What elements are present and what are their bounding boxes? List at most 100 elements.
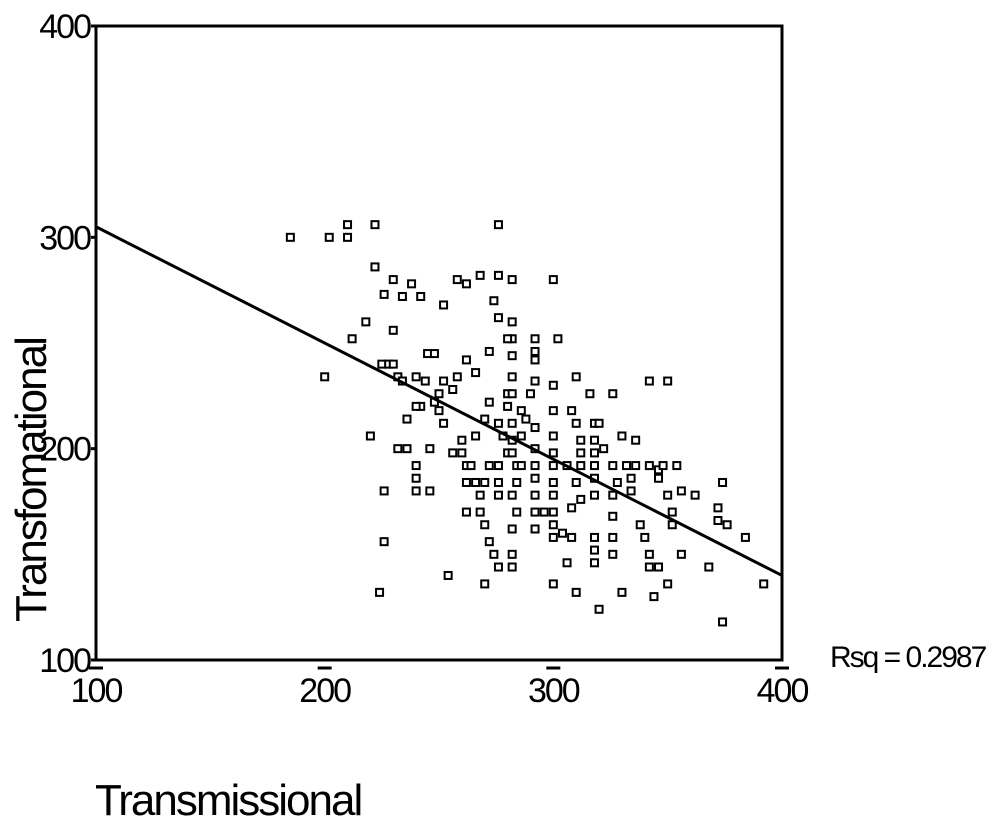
data-point [420, 376, 430, 386]
data-point [484, 461, 494, 471]
data-point [416, 292, 426, 302]
data-point [320, 372, 330, 382]
data-point [397, 292, 407, 302]
data-point [548, 579, 558, 589]
data-point [285, 232, 295, 242]
data-point [461, 477, 471, 487]
data-point [576, 435, 586, 445]
data-point [663, 490, 673, 500]
data-point [571, 477, 581, 487]
data-point [493, 562, 503, 572]
data-point [521, 414, 531, 424]
data-point [557, 528, 567, 538]
data-point [507, 372, 517, 382]
data-point [626, 473, 636, 483]
data-point [608, 549, 618, 559]
data-point [576, 494, 586, 504]
data-point [461, 355, 471, 365]
data-point [411, 473, 421, 483]
y-axis-title: Transfomational [7, 338, 56, 622]
data-point [654, 473, 664, 483]
data-point [672, 461, 682, 471]
data-point [530, 376, 540, 386]
data-point [548, 275, 558, 285]
data-point [525, 389, 535, 399]
data-point [548, 477, 558, 487]
data-point [425, 444, 435, 454]
data-point [379, 289, 389, 299]
data-point [503, 334, 513, 344]
data-point [589, 545, 599, 555]
data-point [649, 592, 659, 602]
axes [89, 24, 789, 670]
data-point [361, 317, 371, 327]
data-point [448, 384, 458, 394]
data-point [411, 372, 421, 382]
data-point [690, 490, 700, 500]
data-point [548, 461, 558, 471]
data-point [457, 448, 467, 458]
data-point [370, 262, 380, 272]
data-point [493, 313, 503, 323]
fit-line [95, 225, 783, 577]
data-point [375, 587, 385, 597]
fit-line-group [95, 225, 783, 577]
data-point [466, 461, 476, 471]
data-point [379, 486, 389, 496]
data-point [658, 461, 668, 471]
data-point [452, 275, 462, 285]
data-point [388, 359, 398, 369]
data-point [571, 587, 581, 597]
data-point [489, 549, 499, 559]
data-point [548, 532, 558, 542]
data-point [640, 532, 650, 542]
data-point [475, 490, 485, 500]
data-point [608, 490, 618, 500]
data-point [507, 317, 517, 327]
data-point [589, 448, 599, 458]
data-point [567, 503, 577, 513]
data-point [388, 275, 398, 285]
data-point [475, 507, 485, 517]
data-point [324, 232, 334, 242]
data-point [407, 279, 417, 289]
data-point [576, 461, 586, 471]
data-point [480, 520, 490, 530]
data-point [452, 372, 462, 382]
data-point [443, 570, 453, 580]
data-point [562, 558, 572, 568]
data-point [667, 507, 677, 517]
x-tick-label: 400 [757, 672, 809, 710]
points [285, 220, 769, 627]
data-point [448, 448, 458, 458]
data-point [388, 325, 398, 335]
data-point [516, 431, 526, 441]
data-point [493, 220, 503, 230]
data-point [553, 334, 563, 344]
data-point [644, 562, 654, 572]
data-point [493, 270, 503, 280]
data-point [439, 376, 449, 386]
labels: 100 200 300 400 100 200 300 400 [39, 8, 810, 710]
data-point [471, 368, 481, 378]
data-point [439, 300, 449, 310]
data-point [493, 477, 503, 487]
data-point [507, 389, 517, 399]
data-point [402, 444, 412, 454]
data-point [480, 579, 490, 589]
data-point [379, 537, 389, 547]
data-point [484, 397, 494, 407]
plot-frame [94, 24, 784, 662]
x-axis-title: Transmissional [95, 776, 361, 820]
data-point [718, 477, 728, 487]
data-point [530, 334, 540, 344]
data-point [461, 507, 471, 517]
data-point [393, 444, 403, 454]
data-point [439, 418, 449, 428]
data-point [548, 448, 558, 458]
data-point [676, 549, 686, 559]
data-point [631, 435, 641, 445]
data-point [489, 296, 499, 306]
data-point [370, 220, 380, 230]
